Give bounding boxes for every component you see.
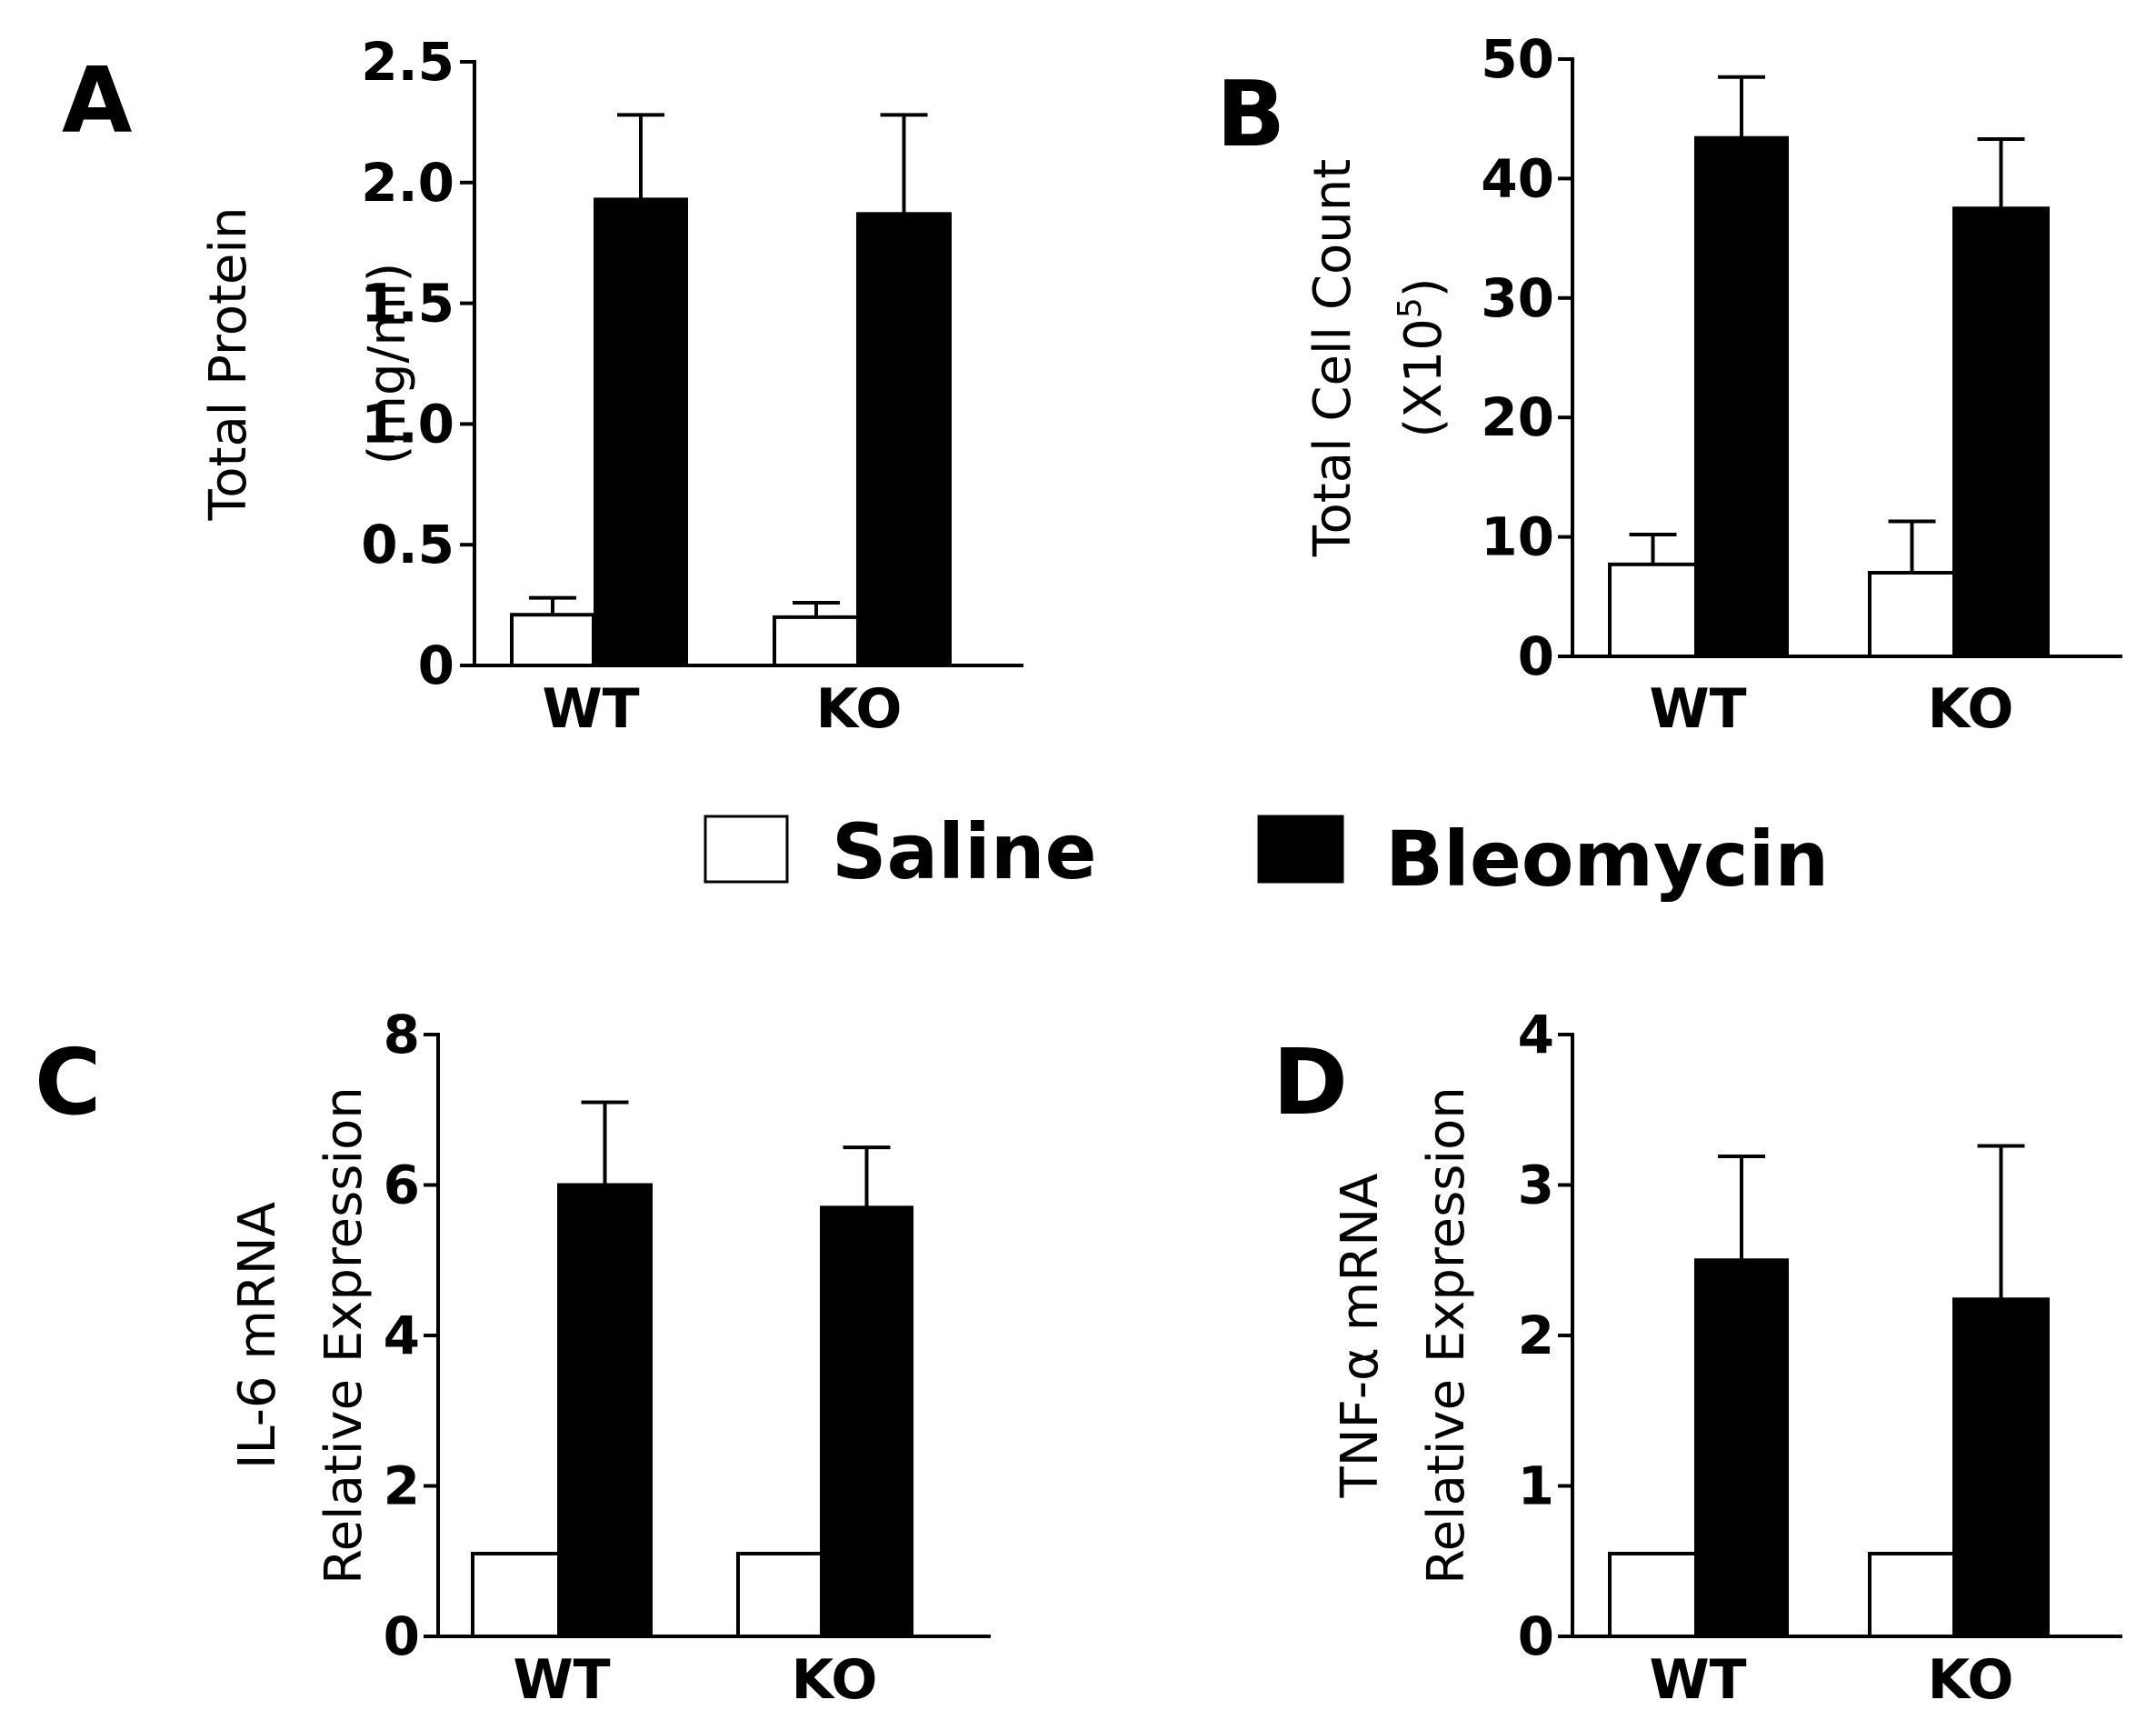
- y-tick-label-b: 50: [1481, 28, 1554, 90]
- y-tick-label-b: 20: [1481, 386, 1554, 448]
- y-tick-label-d: 1: [1518, 1455, 1554, 1517]
- bar-b-ko-bleomycin: [1952, 206, 2050, 658]
- bar-a-wt-bleomycin: [594, 197, 688, 667]
- y-axis-label-part-b: (X10: [1394, 318, 1453, 437]
- x-category-label-d: KO: [1928, 1648, 2014, 1712]
- y-tick-label-a: 0.5: [361, 514, 454, 575]
- panel-a: A 0 0.5 1.0 1.5 2.0 2.5 WT KO Total Protein (mg/ml…: [62, 31, 1023, 741]
- x-category-label-d: WT: [1649, 1648, 1746, 1712]
- y-axis-label-a: Total Protein (mg/ml): [199, 207, 417, 522]
- y-tick-label-c: 0: [384, 1605, 420, 1667]
- y-tick-label-b: 10: [1481, 506, 1554, 568]
- y-axis-label-superscript-b: 5: [1392, 297, 1429, 318]
- bar-a-ko-saline: [773, 615, 860, 668]
- y-tick-label-b: 0: [1518, 625, 1554, 687]
- panel-b: B 0 10 20 30 40 50 WT KO Total Cell Count (X105): [1216, 28, 2122, 741]
- y-axis-label-line2-d: Relative Expression: [1417, 1086, 1476, 1585]
- y-axis-label-line2-b: (X105): [1392, 277, 1453, 437]
- panel-letter-a: A: [62, 47, 132, 154]
- bar-c-wt-bleomycin: [557, 1183, 653, 1638]
- x-category-label-c: WT: [513, 1648, 610, 1712]
- bar-b-wt-bleomycin: [1694, 135, 1789, 658]
- y-tick-label-c: 8: [384, 1004, 420, 1065]
- y-tick-label-c: 2: [384, 1455, 420, 1517]
- y-axis-label-line2-c: Relative Expression: [314, 1086, 374, 1585]
- x-category-label-c: KO: [792, 1648, 878, 1712]
- y-tick-label-c: 6: [384, 1155, 420, 1216]
- bar-c-ko-bleomycin: [820, 1205, 913, 1638]
- legend: Saline Bleomycin: [704, 807, 1829, 904]
- bar-b-ko-saline: [1868, 571, 1956, 659]
- y-tick-label-a: 1.0: [361, 393, 454, 455]
- bar-d-wt-saline: [1608, 1551, 1698, 1638]
- bar-c-ko-saline: [736, 1551, 823, 1638]
- bar-a-ko-bleomycin: [856, 212, 952, 667]
- y-axis-label-c: IL-6 mRNA Relative Expression: [228, 1086, 374, 1585]
- x-category-label-a: WT: [542, 677, 639, 741]
- panel-letter-c: C: [35, 1029, 101, 1135]
- y-tick-label-b: 30: [1481, 267, 1554, 329]
- bar-d-ko-saline: [1868, 1551, 1956, 1638]
- y-axis-label-line2-a: (mg/ml): [358, 263, 417, 465]
- y-axis-label-line1-b: Total Cell Count: [1303, 159, 1362, 557]
- legend-label-saline: Saline: [832, 807, 1097, 896]
- y-tick-label-a: 0: [418, 635, 454, 696]
- panels: A 0 0.5 1.0 1.5 2.0 2.5 WT KO Total Protein (mg/ml…: [35, 28, 2122, 1712]
- y-tick-label-d: 4: [1518, 1004, 1554, 1065]
- bar-d-wt-bleomycin: [1694, 1258, 1789, 1638]
- panel-d: D 0 1 2 3 4 WT KO TNF-α mRNA Relative Expression: [1273, 1004, 2122, 1712]
- y-tick-label-a: 2.0: [361, 152, 454, 214]
- y-axis-label-d: TNF-α mRNA Relative Expression: [1331, 1086, 1476, 1585]
- y-axis-label-part-b: ): [1394, 277, 1453, 297]
- y-axis-label-line1-d: TNF-α mRNA: [1331, 1174, 1390, 1499]
- y-tick-label-a: 2.5: [361, 31, 454, 93]
- panel-letter-b: B: [1216, 61, 1285, 167]
- y-tick-label-d: 3: [1518, 1155, 1554, 1216]
- y-axis-label-line1-c: IL-6 mRNA: [228, 1202, 287, 1469]
- panel-letter-d: D: [1273, 1029, 1348, 1135]
- legend-swatch-saline: [704, 815, 789, 884]
- bar-b-wt-saline: [1608, 562, 1698, 659]
- y-axis-label-b: Total Cell Count (X105): [1303, 159, 1453, 557]
- y-tick-label-b: 40: [1481, 147, 1554, 209]
- y-axis-label-line1-a: Total Protein: [199, 207, 258, 522]
- y-tick-label-d: 0: [1518, 1605, 1554, 1667]
- x-category-label-b: WT: [1649, 677, 1746, 741]
- legend-swatch-bleomycin: [1257, 815, 1344, 884]
- legend-label-bleomycin: Bleomycin: [1385, 815, 1829, 904]
- x-category-label-b: KO: [1928, 677, 2014, 741]
- panel-c: C 0 2 4 6 8 WT KO IL-6 mRNA Relative Expression: [35, 1004, 991, 1712]
- bar-d-ko-bleomycin: [1952, 1297, 2050, 1639]
- x-category-label-a: KO: [816, 677, 903, 741]
- bar-c-wt-saline: [471, 1551, 561, 1638]
- y-tick-label-a: 1.5: [361, 273, 454, 335]
- bar-a-wt-saline: [510, 613, 595, 667]
- y-tick-label-c: 4: [384, 1305, 420, 1366]
- y-tick-label-d: 2: [1518, 1305, 1554, 1366]
